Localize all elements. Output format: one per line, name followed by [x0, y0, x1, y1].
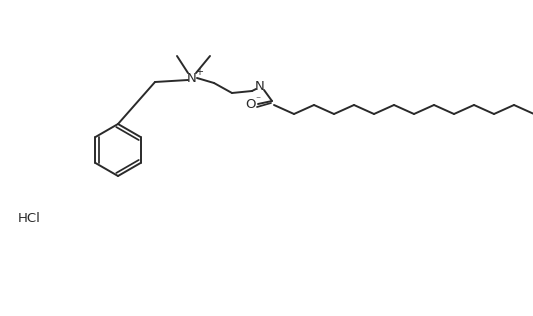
- Text: +: +: [195, 67, 203, 77]
- Text: HCl: HCl: [18, 211, 41, 224]
- Text: O: O: [246, 99, 256, 112]
- Text: N: N: [255, 81, 265, 94]
- Text: N: N: [187, 71, 197, 84]
- Text: ⁻: ⁻: [255, 95, 261, 105]
